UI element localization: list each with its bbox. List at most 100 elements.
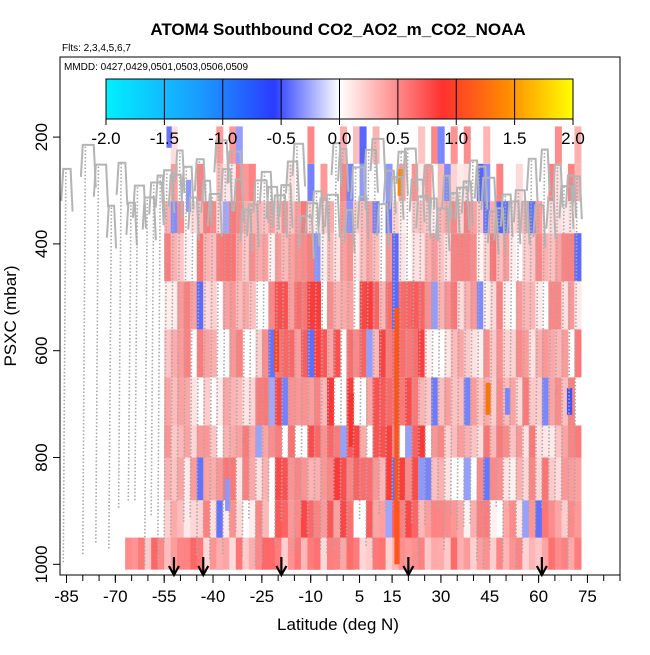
profile-cap-trace xyxy=(350,166,367,211)
heatmap-cell xyxy=(131,537,139,570)
profile-cap-trace xyxy=(180,165,195,210)
heatmap-cell xyxy=(340,500,348,570)
heatmap-cell xyxy=(398,201,406,234)
heatmap-cell xyxy=(307,377,315,426)
heatmap-cell xyxy=(235,329,243,378)
heatmap-cell xyxy=(196,233,204,282)
profile-descent-trace xyxy=(81,144,87,555)
x-tick-label: -25 xyxy=(250,587,275,606)
heatmap-cell xyxy=(561,281,569,330)
heatmap-cell xyxy=(535,457,543,501)
heatmap-cell xyxy=(183,500,191,570)
heatmap-cell xyxy=(353,233,361,282)
heatmap-cell xyxy=(229,126,237,164)
heatmap-cell xyxy=(203,201,211,234)
heatmap-cell xyxy=(326,500,334,570)
heatmap-cell xyxy=(255,457,263,501)
heatmap-cell xyxy=(222,201,230,234)
heatmap-cell xyxy=(235,281,243,330)
heatmap-highlight-cell xyxy=(225,478,231,511)
heatmap-cell xyxy=(372,457,380,501)
heatmap-cell xyxy=(385,201,393,234)
heatmap-highlight-cell xyxy=(186,179,192,212)
heatmap-cell xyxy=(567,457,575,501)
heatmap-cell xyxy=(346,457,354,501)
heatmap-cell xyxy=(483,126,491,164)
heatmap-cell xyxy=(222,425,230,458)
heatmap-cell xyxy=(235,163,243,202)
heatmap-cell xyxy=(229,537,237,570)
profile-cap-trace xyxy=(330,142,343,186)
heatmap-cell xyxy=(450,377,458,426)
heatmap-cell xyxy=(170,500,178,570)
heatmap-cell xyxy=(261,329,269,378)
heatmap-cell xyxy=(320,233,328,282)
heatmap-cell xyxy=(385,329,393,378)
heatmap-cell xyxy=(561,537,569,570)
heatmap-cell xyxy=(353,201,361,234)
heatmap-cell xyxy=(326,457,334,501)
heatmap-cell xyxy=(535,377,543,426)
heatmap-cell xyxy=(483,537,491,570)
heatmap-cell xyxy=(437,377,445,426)
heatmap-cell xyxy=(515,281,523,330)
heatmap-cell xyxy=(170,425,178,458)
heatmap-cell xyxy=(248,425,256,458)
heatmap-cell xyxy=(567,537,575,570)
heatmap-cell xyxy=(307,500,315,570)
heatmap-cell xyxy=(281,457,289,501)
profile-descent-trace xyxy=(108,205,113,549)
profile-cap-trace xyxy=(115,161,129,206)
heatmap-cell xyxy=(268,329,276,378)
profile-cap-trace xyxy=(395,150,409,195)
heatmap-cell xyxy=(372,126,380,164)
heatmap-cell xyxy=(457,537,465,570)
heatmap-cell xyxy=(509,500,517,570)
heatmap-cell xyxy=(261,500,269,570)
heatmap-cell xyxy=(470,233,478,282)
profile-cap-trace xyxy=(324,193,341,238)
heatmap-cell xyxy=(333,233,341,282)
heatmap-cell xyxy=(346,537,354,570)
heatmap-cell xyxy=(476,377,484,426)
profile-cap-trace xyxy=(317,197,331,242)
heatmap-cell xyxy=(502,425,510,458)
heatmap-cell xyxy=(190,281,198,330)
heatmap-cell xyxy=(177,329,185,378)
heatmap-cell xyxy=(489,425,497,458)
heatmap-cell xyxy=(164,425,172,458)
heatmap-cell xyxy=(209,281,217,330)
heatmap-cell xyxy=(190,457,198,501)
heatmap-cell xyxy=(450,201,458,234)
heatmap-cell xyxy=(431,201,439,234)
heatmap-cell xyxy=(307,126,315,164)
x-tick-label: 30 xyxy=(431,587,450,606)
heatmap-cell xyxy=(554,425,562,458)
heatmap-cell xyxy=(248,457,256,501)
y-tick-label: 1000 xyxy=(32,545,51,583)
heatmap-cell xyxy=(574,500,582,570)
profile-cap-trace xyxy=(206,193,223,237)
heatmap-cell xyxy=(567,201,575,234)
heatmap-cell xyxy=(437,500,445,570)
heatmap-cell xyxy=(190,425,198,458)
heatmap-cell xyxy=(528,377,536,426)
heatmap-cell xyxy=(457,425,465,458)
heatmap-cell xyxy=(353,329,361,378)
heatmap-cell xyxy=(372,425,380,458)
heatmap-cell xyxy=(274,425,282,458)
heatmap-cell xyxy=(372,329,380,378)
heatmap-cell xyxy=(515,457,523,501)
heatmap-cell xyxy=(515,329,523,378)
profile-descent-trace xyxy=(228,151,233,531)
heatmap-cell xyxy=(450,163,458,202)
heatmap-cell xyxy=(554,126,562,164)
profile-descent-trace xyxy=(443,175,448,550)
heatmap-cell xyxy=(379,457,387,501)
heatmap-cell xyxy=(261,457,269,501)
heatmap-cell xyxy=(522,233,530,282)
heatmap-cell xyxy=(366,500,374,570)
profile-cap-trace xyxy=(60,167,74,212)
heatmap-cell xyxy=(561,201,569,234)
heatmap-cell xyxy=(235,537,243,570)
